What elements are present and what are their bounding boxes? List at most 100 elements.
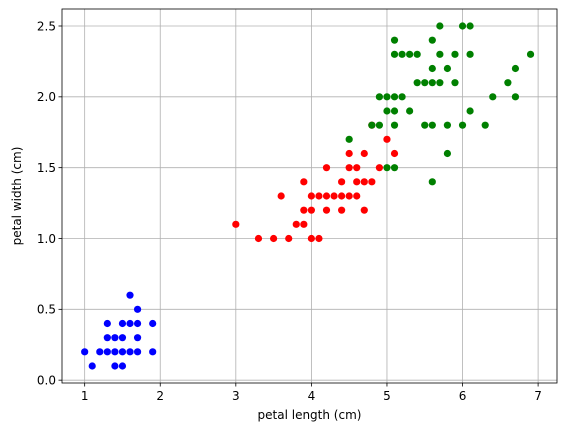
data-point bbox=[111, 362, 119, 370]
data-point bbox=[390, 149, 399, 158]
data-point bbox=[398, 93, 406, 101]
x-axis-label: petal length (cm) bbox=[258, 408, 362, 422]
y-tick-label: 1.5 bbox=[37, 161, 56, 175]
grid-lines bbox=[62, 9, 557, 383]
data-point bbox=[345, 149, 353, 158]
data-point bbox=[285, 234, 293, 243]
data-point bbox=[451, 50, 459, 58]
y-tick-label: 2.0 bbox=[37, 90, 56, 104]
data-point bbox=[254, 234, 263, 243]
data-point bbox=[443, 64, 452, 73]
data-point bbox=[118, 362, 127, 370]
data-point bbox=[458, 121, 467, 129]
data-point bbox=[353, 164, 361, 172]
data-point bbox=[353, 192, 361, 200]
axis-ticks: 1 2 3 4 5 6 7 0.0 0.5 1.0 1.5 2.0 2.5 bbox=[37, 19, 542, 403]
data-points bbox=[81, 22, 535, 370]
y-axis-label: petal width (cm) bbox=[10, 147, 24, 246]
data-point bbox=[118, 348, 127, 356]
data-point bbox=[428, 36, 436, 44]
data-point bbox=[443, 121, 452, 129]
y-tick-label: 0.5 bbox=[37, 303, 56, 317]
data-point bbox=[277, 192, 285, 200]
data-point bbox=[307, 206, 315, 214]
data-point bbox=[375, 93, 384, 101]
data-point bbox=[466, 22, 474, 30]
data-point bbox=[133, 319, 142, 328]
data-point bbox=[466, 107, 474, 115]
data-point bbox=[383, 164, 391, 172]
data-point bbox=[443, 149, 452, 158]
data-point bbox=[451, 79, 459, 87]
data-point bbox=[338, 178, 346, 186]
x-tick-label: 3 bbox=[232, 389, 240, 403]
data-point bbox=[111, 334, 119, 342]
data-point bbox=[504, 79, 512, 87]
data-point bbox=[436, 22, 444, 30]
data-point bbox=[413, 79, 421, 87]
data-point bbox=[103, 319, 111, 328]
data-point bbox=[307, 192, 315, 200]
data-point bbox=[149, 348, 157, 356]
data-point bbox=[390, 164, 399, 172]
data-point bbox=[406, 107, 414, 115]
data-point bbox=[353, 178, 361, 186]
data-point bbox=[383, 107, 391, 115]
data-point bbox=[383, 135, 391, 143]
data-point bbox=[489, 93, 497, 101]
data-point bbox=[428, 79, 436, 87]
data-point bbox=[126, 348, 134, 356]
data-point bbox=[436, 50, 444, 58]
data-point bbox=[300, 178, 308, 186]
data-point bbox=[345, 135, 353, 143]
data-point bbox=[421, 121, 429, 129]
x-tick-label: 5 bbox=[383, 389, 391, 403]
data-point bbox=[315, 192, 323, 200]
x-tick-label: 7 bbox=[534, 389, 542, 403]
y-tick-label: 1.0 bbox=[37, 232, 56, 246]
data-point bbox=[390, 50, 399, 58]
data-point bbox=[390, 93, 399, 101]
data-point bbox=[375, 121, 384, 129]
data-point bbox=[338, 192, 346, 200]
x-tick-label: 1 bbox=[81, 389, 89, 403]
data-point bbox=[511, 64, 520, 73]
data-point bbox=[118, 319, 127, 328]
data-point bbox=[390, 36, 399, 44]
data-point bbox=[428, 64, 436, 73]
data-point bbox=[375, 164, 384, 172]
data-point bbox=[300, 206, 308, 214]
data-point bbox=[126, 291, 134, 299]
data-point bbox=[466, 50, 474, 58]
data-point bbox=[526, 50, 535, 58]
data-point bbox=[421, 79, 429, 87]
data-point bbox=[133, 305, 142, 313]
plot-frame bbox=[61, 8, 558, 384]
data-point bbox=[390, 107, 399, 115]
data-point bbox=[436, 79, 444, 87]
data-point bbox=[133, 334, 142, 342]
data-point bbox=[111, 348, 119, 356]
data-point bbox=[345, 164, 353, 172]
data-point bbox=[126, 319, 134, 328]
data-point bbox=[511, 93, 520, 101]
data-point bbox=[368, 121, 376, 129]
data-point bbox=[360, 178, 368, 186]
data-point bbox=[345, 192, 353, 200]
data-point bbox=[88, 362, 96, 370]
data-point bbox=[300, 220, 308, 228]
data-point bbox=[330, 192, 338, 200]
data-point bbox=[96, 348, 104, 356]
data-point bbox=[232, 220, 240, 228]
data-point bbox=[383, 93, 391, 101]
data-point bbox=[322, 164, 331, 172]
data-point bbox=[315, 234, 323, 243]
data-point bbox=[390, 121, 399, 129]
data-point bbox=[398, 50, 406, 58]
data-point bbox=[360, 206, 368, 214]
data-point bbox=[103, 348, 111, 356]
data-point bbox=[481, 121, 489, 129]
data-point bbox=[458, 22, 467, 30]
data-point bbox=[81, 348, 89, 356]
